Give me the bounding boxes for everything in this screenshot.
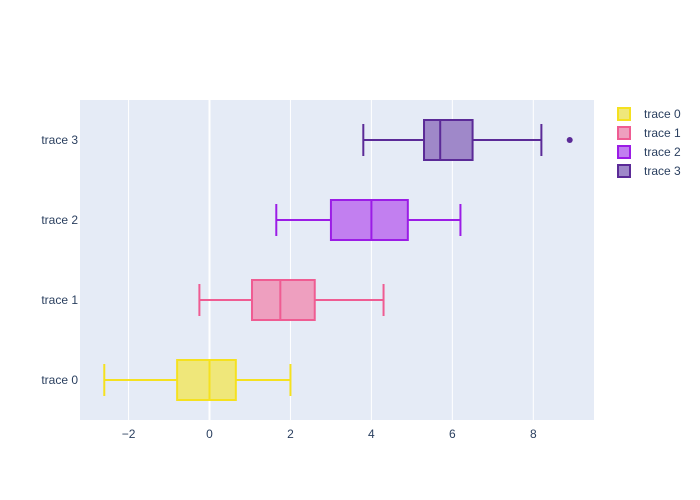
legend: trace 0 trace 1 trace 2 trace 3 — [617, 107, 681, 178]
legend-label: trace 2 — [644, 145, 681, 159]
x-axis-ticks: −2 0 2 4 6 8 — [122, 427, 537, 441]
legend-item[interactable]: trace 1 — [617, 126, 681, 140]
box-series — [103, 119, 573, 401]
legend-label: trace 3 — [644, 164, 681, 178]
y-tick-label: trace 2 — [41, 213, 78, 227]
x-tick-label: 2 — [287, 427, 294, 441]
x-tick-label: −2 — [122, 427, 136, 441]
y-tick-label: trace 3 — [41, 133, 78, 147]
legend-swatch — [617, 107, 631, 121]
legend-swatch — [617, 126, 631, 140]
box-trace-3 — [362, 119, 573, 161]
box-iqr — [251, 279, 316, 321]
y-axis-ticks: trace 0 trace 1 trace 2 trace 3 — [41, 133, 78, 387]
box-iqr — [176, 359, 237, 401]
y-tick-label: trace 0 — [41, 373, 78, 387]
legend-item[interactable]: trace 2 — [617, 145, 681, 159]
legend-item[interactable]: trace 3 — [617, 164, 681, 178]
x-tick-label: 6 — [449, 427, 456, 441]
box-trace-1 — [198, 279, 385, 321]
y-tick-label: trace 1 — [41, 293, 78, 307]
plot-background — [80, 100, 594, 420]
outlier-point — [566, 137, 573, 143]
box-trace-2 — [275, 199, 462, 241]
x-tick-label: 8 — [530, 427, 537, 441]
legend-swatch — [617, 164, 631, 178]
legend-label: trace 0 — [644, 107, 681, 121]
x-tick-label: 0 — [206, 427, 213, 441]
x-tick-label: 4 — [368, 427, 375, 441]
box-trace-0 — [103, 359, 292, 401]
box-iqr — [423, 119, 474, 161]
legend-label: trace 1 — [644, 126, 681, 140]
box-iqr — [329, 199, 409, 241]
legend-swatch — [617, 145, 631, 159]
legend-item[interactable]: trace 0 — [617, 107, 681, 121]
